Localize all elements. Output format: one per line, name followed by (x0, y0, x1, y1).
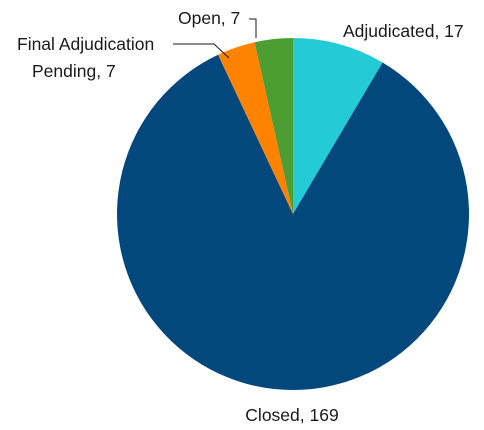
label-adjudicated: Adjudicated, 17 (343, 21, 464, 41)
label-final-adjudication-line1: Final Adjudication (17, 34, 154, 54)
label-final-adjudication-line2: Pending, 7 (32, 61, 116, 81)
leader-line-final-adjudication (173, 43, 230, 59)
pie-slices (116, 38, 469, 390)
leader-line-open (249, 18, 257, 38)
slice-open (254, 38, 293, 214)
slice-adjudicated (293, 38, 383, 214)
label-closed: Closed, 169 (245, 405, 338, 425)
slice-final-adjudication-pending (218, 42, 293, 214)
label-open: Open, 7 (178, 8, 240, 28)
slice-closed (116, 54, 469, 390)
